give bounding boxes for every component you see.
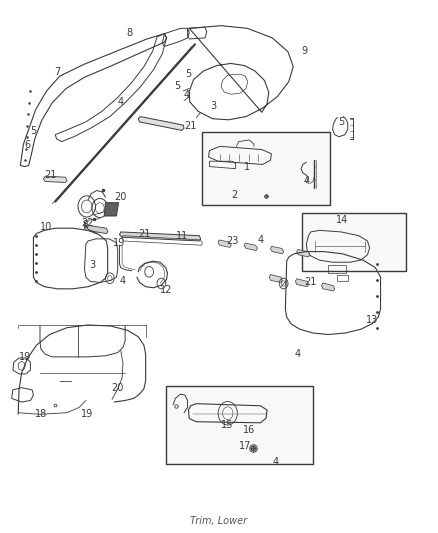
Text: 19: 19 (113, 238, 126, 248)
Text: 20: 20 (112, 383, 124, 393)
Polygon shape (120, 232, 201, 241)
Polygon shape (297, 249, 310, 257)
Text: 5: 5 (30, 126, 36, 136)
Text: 7: 7 (54, 68, 60, 77)
Text: 4: 4 (183, 90, 189, 100)
Text: 4: 4 (118, 96, 124, 107)
Text: 1: 1 (244, 161, 251, 172)
Polygon shape (85, 225, 108, 233)
Polygon shape (104, 203, 119, 216)
Text: 13: 13 (366, 314, 378, 325)
Text: 4: 4 (294, 349, 300, 359)
Text: 4: 4 (303, 176, 309, 187)
Text: 8: 8 (83, 220, 89, 230)
Text: 4: 4 (273, 457, 279, 467)
Polygon shape (218, 240, 231, 247)
Text: 21: 21 (304, 278, 317, 287)
Polygon shape (271, 246, 284, 254)
Text: 6: 6 (25, 140, 31, 150)
Text: 16: 16 (244, 425, 256, 435)
Text: 5: 5 (185, 69, 191, 79)
Polygon shape (295, 279, 308, 287)
FancyBboxPatch shape (166, 385, 313, 464)
Text: 19: 19 (18, 352, 31, 362)
Text: 9: 9 (301, 46, 307, 56)
Text: 21: 21 (138, 229, 151, 239)
Text: 21: 21 (45, 170, 57, 180)
Text: 15: 15 (221, 420, 233, 430)
Text: 4: 4 (120, 277, 126, 286)
Text: 3: 3 (211, 101, 217, 111)
Text: 5: 5 (174, 81, 180, 91)
Text: 20: 20 (115, 192, 127, 203)
FancyBboxPatch shape (201, 132, 330, 205)
Text: 5: 5 (338, 117, 344, 127)
FancyBboxPatch shape (302, 213, 406, 271)
Text: 4: 4 (258, 235, 264, 245)
Text: 19: 19 (81, 409, 93, 419)
Polygon shape (269, 274, 283, 282)
Text: 3: 3 (89, 261, 95, 270)
Polygon shape (43, 176, 67, 182)
Polygon shape (321, 283, 335, 291)
Text: Trim, Lower: Trim, Lower (191, 516, 247, 526)
Text: 23: 23 (226, 236, 238, 246)
Text: 10: 10 (40, 222, 53, 232)
Text: 17: 17 (239, 441, 251, 451)
Text: 21: 21 (184, 120, 197, 131)
Text: 11: 11 (176, 231, 188, 241)
Text: 12: 12 (160, 286, 173, 295)
Text: 18: 18 (35, 409, 47, 419)
Text: 2: 2 (231, 190, 237, 200)
Text: 8: 8 (127, 28, 133, 38)
Polygon shape (138, 117, 184, 131)
Polygon shape (244, 243, 258, 251)
Text: 14: 14 (336, 215, 348, 225)
Text: 22: 22 (81, 218, 93, 228)
